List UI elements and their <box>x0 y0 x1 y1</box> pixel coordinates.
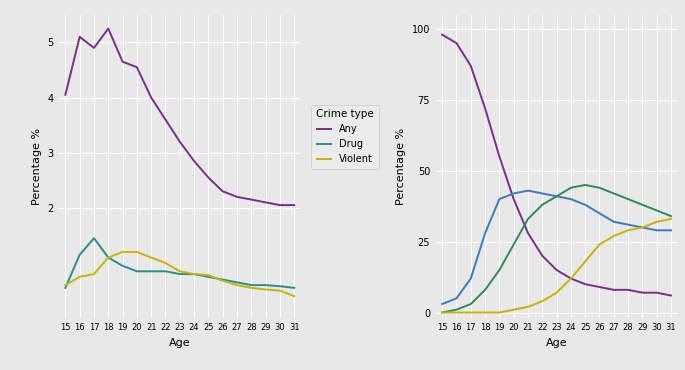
Y-axis label: Percentage %: Percentage % <box>32 128 42 205</box>
X-axis label: Age: Age <box>169 337 190 348</box>
X-axis label: Age: Age <box>546 337 567 348</box>
Y-axis label: Percentage %: Percentage % <box>396 128 406 205</box>
Legend: Any, Drug, Violent: Any, Drug, Violent <box>311 105 379 169</box>
